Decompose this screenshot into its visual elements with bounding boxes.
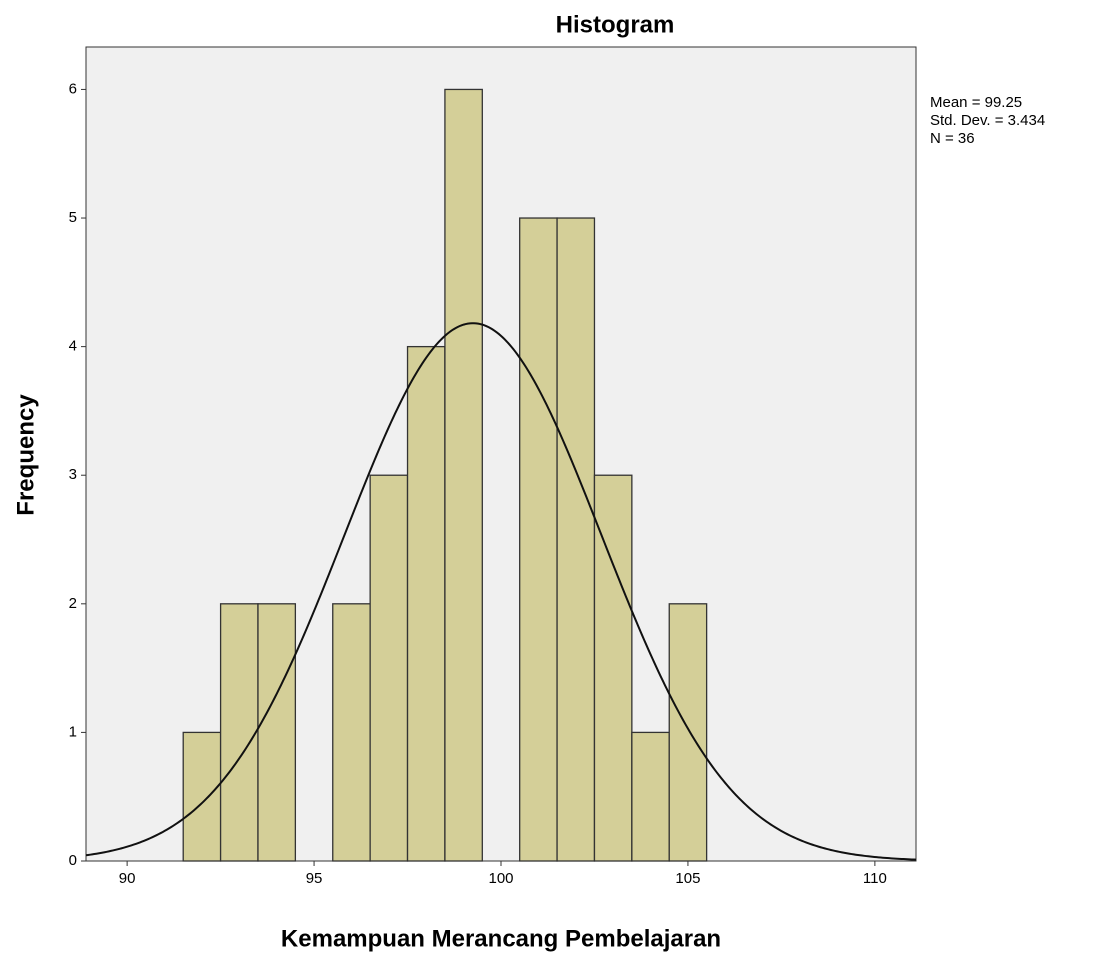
normal-curve — [85, 322, 917, 861]
chart-title: Histogram — [556, 11, 675, 38]
bar — [406, 345, 446, 862]
x-tick-label: 95 — [306, 870, 323, 887]
y-tick-label: 5 — [69, 209, 77, 226]
bar — [593, 474, 633, 862]
x-tick-label: 110 — [863, 870, 887, 887]
stat-n: N = 36 — [930, 130, 975, 147]
bar — [332, 603, 371, 862]
stat-std: Std. Dev. = 3.434 — [930, 112, 1045, 129]
x-axis-label: Kemampuan Merancang Pembelajaran — [281, 925, 721, 952]
bar — [519, 217, 558, 862]
bar — [219, 603, 259, 862]
x-tick-label: 105 — [675, 870, 700, 887]
bar — [182, 731, 222, 862]
stat-mean: Mean = 99.25 — [930, 94, 1022, 111]
x-tick-label: 90 — [119, 870, 136, 887]
bar — [668, 603, 708, 862]
y-tick-label: 1 — [69, 723, 77, 740]
y-tick-label: 2 — [69, 595, 77, 612]
bar — [631, 731, 670, 862]
bar — [369, 474, 409, 862]
y-tick-label: 3 — [69, 466, 77, 483]
y-axis-label: Frequency — [12, 394, 39, 516]
bar — [257, 603, 297, 862]
y-tick-label: 4 — [69, 338, 77, 355]
y-tick-label: 6 — [69, 80, 77, 97]
x-tick-label: 100 — [488, 870, 513, 887]
bar — [556, 217, 596, 862]
bar — [444, 88, 483, 862]
y-tick-label: 0 — [69, 852, 77, 869]
